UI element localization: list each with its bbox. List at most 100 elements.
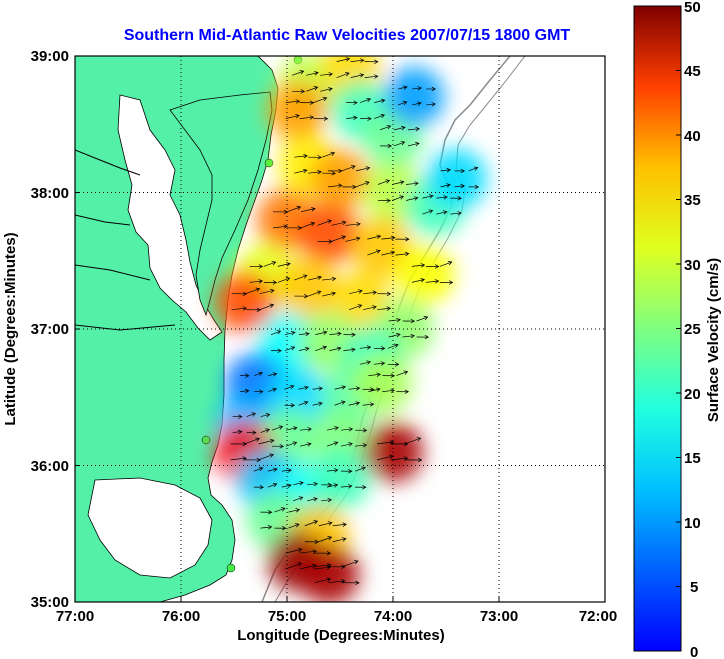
velocity-arrow — [268, 372, 278, 377]
velocity-arrow — [425, 264, 440, 269]
velocity-arrow — [360, 97, 372, 103]
velocity-arrow — [285, 426, 298, 431]
velocity-arrow — [284, 330, 296, 336]
velocity-arrow — [393, 125, 406, 131]
colorbar-tick-label: 15 — [684, 450, 701, 467]
velocity-arrow — [245, 287, 261, 295]
velocity-arrow — [368, 372, 381, 377]
x-axis-tick-labels: 77:00 76:00 75:00 74:00 73:00 72:00 — [56, 608, 617, 625]
velocity-arrow — [304, 539, 320, 545]
velocity-arrow — [300, 207, 316, 213]
velocity-arrow — [395, 236, 410, 242]
velocity-arrow — [263, 280, 278, 285]
velocity-arrow — [298, 385, 309, 390]
velocity-arrow — [293, 496, 304, 502]
velocity-arrow — [244, 437, 261, 445]
velocity-arrow — [349, 289, 363, 295]
velocity-arrow — [405, 181, 419, 186]
velocity-patch — [310, 148, 370, 209]
velocity-arrow — [294, 153, 308, 159]
velocity-arrow — [426, 86, 437, 92]
velocity-arrow — [270, 348, 282, 353]
velocity-arrow — [377, 291, 392, 297]
velocity-arrow — [317, 239, 333, 244]
velocity-arrow — [350, 58, 365, 63]
velocity-arrow — [320, 87, 333, 92]
velocity-arrow — [340, 442, 353, 447]
velocity-arrow — [355, 181, 370, 188]
velocity-arrow — [393, 141, 406, 147]
y-tick-label: 35:00 — [31, 594, 69, 611]
velocity-arrow — [402, 333, 415, 339]
velocity-arrow — [391, 180, 405, 185]
x-tick-label: 76:00 — [162, 608, 200, 625]
velocity-arrow — [468, 184, 480, 190]
velocity-arrow — [412, 101, 422, 106]
velocity-arrow — [388, 317, 401, 323]
velocity-arrow — [284, 346, 296, 351]
velocity-arrow — [260, 509, 273, 515]
velocity-arrow — [343, 332, 356, 337]
velocity-arrow — [402, 318, 416, 324]
velocity-arrow — [346, 115, 358, 120]
velocity-arrow — [377, 179, 391, 185]
velocity-arrow — [246, 412, 257, 417]
velocity-arrow — [253, 466, 264, 472]
velocity-arrow — [382, 373, 396, 378]
velocity-color-field — [214, 56, 487, 602]
velocity-arrow — [322, 171, 336, 176]
velocity-arrow — [244, 457, 262, 463]
velocity-arrow — [299, 115, 315, 120]
velocity-arrow — [260, 428, 271, 433]
velocity-arrow — [407, 126, 420, 132]
velocity-arrow — [468, 166, 479, 172]
velocity-arrow — [405, 196, 419, 201]
velocity-arrow — [232, 429, 243, 435]
velocity-arrow — [292, 89, 306, 94]
velocity-arrow — [345, 236, 361, 242]
velocity-arrow — [285, 114, 300, 119]
velocity-arrow — [285, 562, 303, 570]
x-tick-label: 74:00 — [374, 608, 412, 625]
velocity-arrow — [326, 468, 339, 473]
velocity-arrow — [260, 525, 273, 530]
velocity-arrow — [363, 290, 378, 295]
velocity-arrow — [436, 210, 448, 215]
colorbar-tick-label: 25 — [684, 321, 701, 338]
velocity-arrow — [373, 346, 386, 351]
velocity-arrow — [306, 71, 319, 76]
colorbar-tick-label: 10 — [684, 515, 701, 532]
velocity-arrow — [294, 168, 308, 174]
velocity-arrow — [348, 386, 361, 391]
velocity-arrow — [322, 291, 337, 297]
velocity-arrow — [308, 169, 322, 175]
velocity-arrow — [373, 361, 386, 366]
velocity-arrow — [411, 263, 426, 268]
velocity-arrow — [321, 482, 333, 488]
velocity-arrow — [422, 209, 434, 215]
velocity-arrow — [294, 274, 308, 281]
velocity-arrow — [306, 86, 319, 92]
velocity-arrow — [240, 388, 250, 394]
x-tick-label: 73:00 — [480, 608, 518, 625]
velocity-arrow — [387, 343, 399, 349]
velocity-arrow — [379, 125, 392, 131]
velocity-patch — [363, 421, 423, 482]
velocity-arrow — [354, 428, 368, 433]
velocity-arrow — [346, 100, 358, 105]
velocity-arrow — [322, 276, 337, 282]
colorbar-tick-labels: 50 45 40 35 30 25 20 15 10 5 0 — [684, 0, 701, 659]
velocity-arrow — [299, 100, 315, 105]
velocity-arrow — [307, 497, 318, 502]
velocity-arrow — [327, 168, 343, 174]
velocity-patch — [331, 271, 392, 332]
velocity-arrow — [422, 194, 434, 199]
velocity-arrow — [395, 251, 410, 257]
velocity-arrow — [398, 85, 408, 90]
velocity-arrow — [312, 386, 324, 391]
y-tick-label: 37:00 — [31, 321, 69, 338]
velocity-arrow — [334, 385, 347, 390]
velocity-arrow — [271, 425, 284, 431]
velocity-patch — [352, 217, 413, 278]
